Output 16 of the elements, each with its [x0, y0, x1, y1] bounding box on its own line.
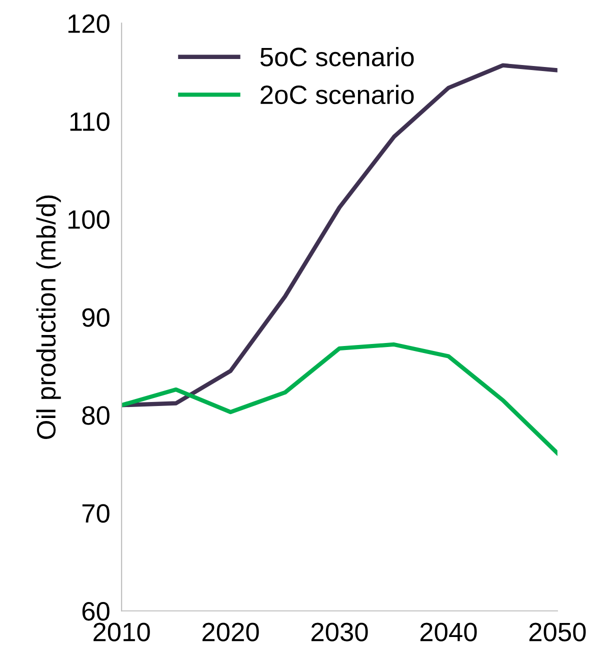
y-tick-label: 80: [82, 406, 110, 425]
x-tick-label: 2050: [529, 622, 586, 642]
y-tick-label: 100: [68, 210, 110, 229]
x-tick-label: 2040: [420, 622, 477, 642]
line-series: [122, 342, 558, 456]
legend-label: 5oC scenario: [260, 46, 414, 66]
y-tick-label: 120: [68, 14, 110, 34]
x-tick-label: 2020: [202, 622, 259, 642]
y-axis-title: Oil production (mb/d): [36, 195, 61, 439]
y-tick-label: 60: [82, 602, 110, 621]
y-tick-label: 90: [82, 308, 110, 327]
y-tick-label: 70: [82, 504, 110, 523]
y-tick-label: 110: [70, 112, 110, 131]
x-tick-label: 2030: [311, 622, 368, 642]
x-tick-label: 2010: [94, 622, 150, 642]
legend-label: 2oC scenario: [260, 84, 414, 104]
